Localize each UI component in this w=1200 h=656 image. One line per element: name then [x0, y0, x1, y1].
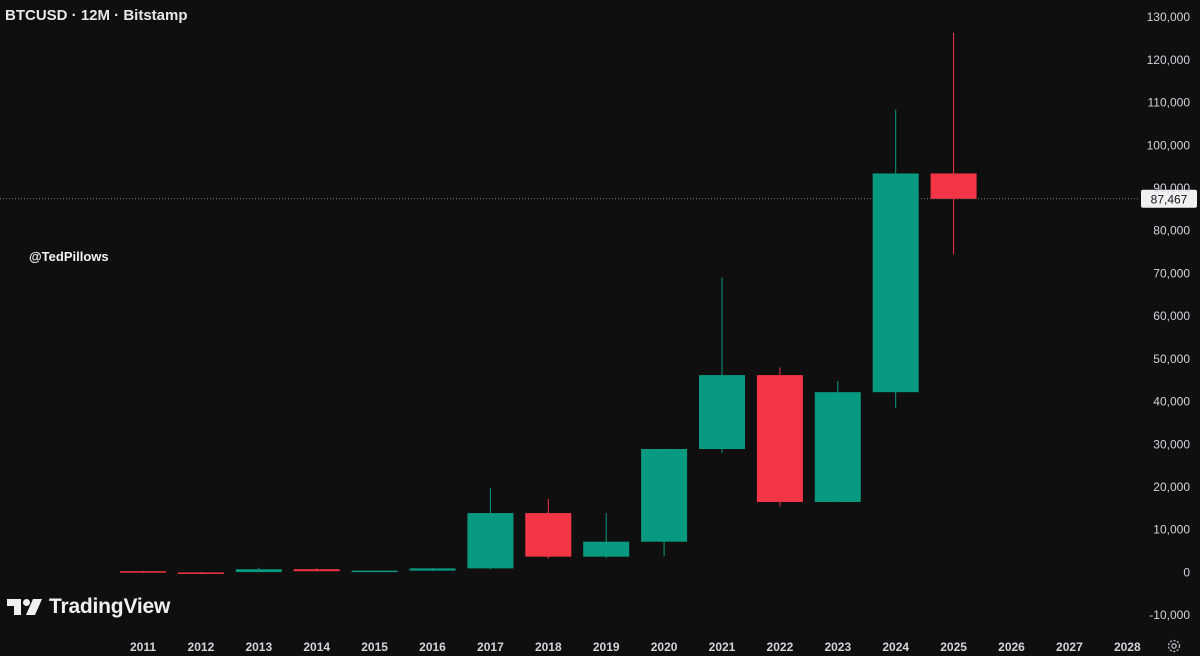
candle-2020[interactable] — [641, 448, 688, 557]
y-tick-label: 50,000 — [1153, 352, 1190, 366]
price-axis[interactable]: 130,000 120,000 110,000 100,000 90,000 80,000… — [1147, 10, 1191, 622]
candle-2011[interactable] — [120, 570, 166, 573]
candle-body — [872, 173, 919, 393]
x-tick-label: 2019 — [593, 640, 620, 654]
chart-title: BTCUSD · 12M · Bitstamp — [5, 7, 188, 24]
x-tick-label: 2017 — [477, 640, 504, 654]
candle-2018[interactable] — [525, 498, 572, 559]
x-tick-label: 2015 — [361, 640, 388, 654]
x-tick-label: 2024 — [882, 640, 909, 654]
y-tick-label: 90,000 — [1153, 181, 1190, 195]
x-tick-label: 2026 — [998, 640, 1025, 654]
candle-body — [351, 570, 398, 573]
candle-body — [641, 448, 688, 542]
x-tick-label: 2012 — [188, 640, 215, 654]
y-tick-label: 0 — [1183, 565, 1190, 579]
y-tick-label: 130,000 — [1147, 10, 1191, 24]
candle-body — [699, 375, 745, 449]
candle-body — [930, 173, 977, 199]
x-tick-label: 2022 — [767, 640, 794, 654]
y-tick-label: 20,000 — [1153, 480, 1190, 494]
tradingview-logo-text: TradingView — [49, 595, 171, 618]
y-tick-label: 40,000 — [1153, 395, 1190, 409]
candle-body — [814, 392, 861, 502]
x-tick-label: 2021 — [709, 640, 736, 654]
candle-body — [235, 569, 282, 573]
candle-body — [583, 541, 630, 557]
time-axis[interactable]: 2011 2012 2013 2014 2015 2016 2017 2018 2019 2020… — [130, 640, 1141, 654]
author-watermark: @TedPillows — [29, 249, 109, 264]
candle-2012[interactable] — [177, 572, 224, 574]
current-price-label: 87,467 — [1151, 192, 1188, 206]
x-tick-label: 2025 — [940, 640, 967, 654]
candle-2023[interactable] — [814, 381, 861, 503]
tradingview-logo[interactable]: TradingView — [7, 595, 170, 619]
candle-2013[interactable] — [235, 567, 282, 573]
x-tick-label: 2014 — [303, 640, 330, 654]
x-tick-label: 2016 — [419, 640, 446, 654]
y-tick-label: 100,000 — [1147, 138, 1191, 152]
candle-2017[interactable] — [467, 488, 514, 570]
candle-2021[interactable] — [699, 277, 745, 453]
y-tick-label: -10,000 — [1149, 608, 1190, 622]
x-tick-label: 2020 — [651, 640, 678, 654]
y-tick-label: 10,000 — [1153, 523, 1190, 537]
candle-2025[interactable] — [930, 32, 977, 255]
x-tick-label: 2023 — [824, 640, 851, 654]
current-price-label-bg — [1141, 189, 1197, 208]
y-tick-label: 70,000 — [1153, 266, 1190, 280]
candle-body — [525, 513, 572, 557]
y-tick-label: 60,000 — [1153, 309, 1190, 323]
x-tick-label: 2013 — [245, 640, 272, 654]
candle-body — [467, 513, 514, 569]
x-tick-label: 2018 — [535, 640, 562, 654]
candle-2022[interactable] — [756, 367, 803, 507]
candle-2024[interactable] — [872, 109, 919, 408]
candle-2019[interactable] — [583, 513, 630, 558]
candle-body — [409, 568, 456, 571]
tradingview-logo-icon — [7, 599, 42, 615]
y-tick-label: 80,000 — [1153, 224, 1190, 238]
gear-icon[interactable] — [1166, 638, 1182, 654]
x-tick-label: 2028 — [1114, 640, 1141, 654]
x-tick-label: 2011 — [130, 640, 156, 654]
y-tick-label: 30,000 — [1153, 437, 1190, 451]
candle-body — [293, 569, 340, 572]
candle-2014[interactable] — [293, 568, 340, 572]
current-price-line-layer: 87,467 — [0, 189, 1197, 208]
candle-body — [120, 571, 166, 573]
x-tick-label: 2027 — [1056, 640, 1083, 654]
y-tick-label: 110,000 — [1148, 96, 1191, 110]
y-tick-label: 120,000 — [1147, 53, 1191, 67]
candle-2016[interactable] — [409, 568, 456, 571]
candle-body — [756, 375, 803, 502]
candles-layer — [120, 32, 977, 574]
candle-2015[interactable] — [351, 570, 398, 573]
candle-body — [177, 572, 224, 574]
